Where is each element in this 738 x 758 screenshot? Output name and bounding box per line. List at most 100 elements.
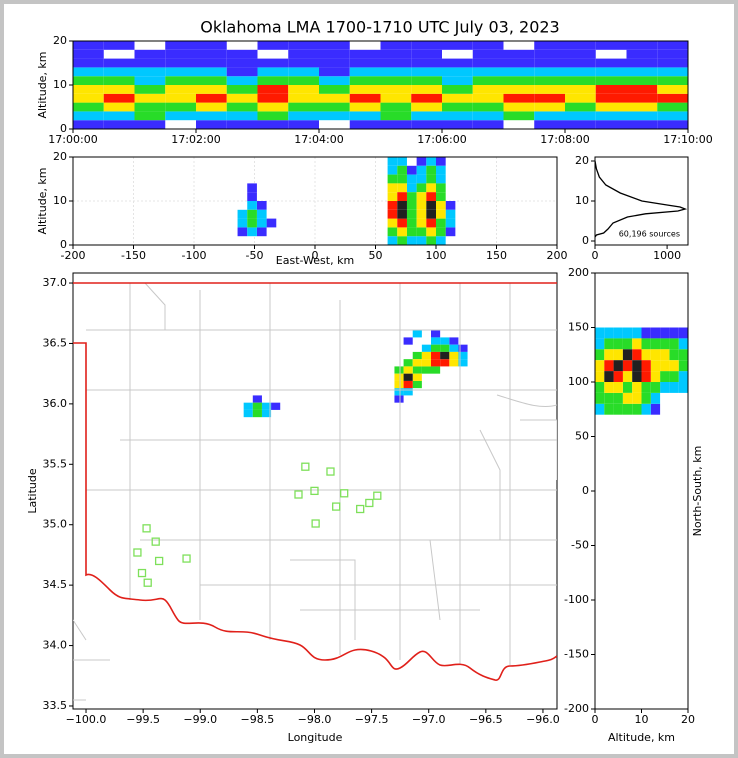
density-cell xyxy=(406,174,417,184)
density-cell xyxy=(73,85,104,94)
density-cell xyxy=(431,344,441,352)
y-tick-label: 20 xyxy=(575,154,589,167)
density-cell xyxy=(472,85,504,94)
density-cell xyxy=(595,382,605,393)
density-cell xyxy=(226,58,258,68)
density-cell xyxy=(288,76,319,85)
density-cell xyxy=(650,403,661,415)
density-cell xyxy=(669,360,679,372)
density-cell xyxy=(380,58,412,68)
density-cell xyxy=(595,360,605,372)
density-cell xyxy=(165,111,196,121)
density-cell xyxy=(503,111,535,121)
density-cell xyxy=(243,409,253,418)
x-tick-label: −100.0 xyxy=(66,713,107,726)
x-tick-label: −96.5 xyxy=(469,713,503,726)
density-cell xyxy=(247,192,257,201)
x-tick-label: 1000 xyxy=(653,249,681,262)
y-tick-label: 35.5 xyxy=(43,457,68,470)
density-cell xyxy=(421,359,432,367)
density-cell xyxy=(660,382,670,393)
density-cell xyxy=(416,174,427,184)
density-cell xyxy=(641,327,651,339)
state-border xyxy=(73,282,557,681)
density-cell xyxy=(134,93,166,103)
density-cell xyxy=(426,227,436,237)
density-cell xyxy=(595,58,627,68)
density-cell xyxy=(426,201,436,210)
density-cell xyxy=(650,382,661,393)
density-cell xyxy=(534,58,565,68)
density-cell xyxy=(503,85,535,94)
y-axis-label: North-South, km xyxy=(691,446,704,537)
station xyxy=(373,491,382,500)
density-cell xyxy=(349,120,381,129)
density-cell xyxy=(411,93,442,103)
density-cell xyxy=(134,49,166,59)
density-cell xyxy=(196,41,227,50)
density-cell xyxy=(632,403,642,415)
density-cell xyxy=(411,67,442,77)
density-cell xyxy=(196,120,227,129)
data-layer xyxy=(243,330,468,418)
density-cell xyxy=(472,120,504,129)
density-cell xyxy=(247,183,257,193)
density-cell xyxy=(565,120,596,129)
density-cell xyxy=(349,85,381,94)
density-cell xyxy=(595,120,627,129)
density-cell xyxy=(626,85,658,94)
x-tick-label: −97.5 xyxy=(355,713,389,726)
density-cell xyxy=(196,111,227,121)
lake-outline xyxy=(496,394,557,408)
density-cell xyxy=(449,337,459,345)
y-axis-label: Altitude, km xyxy=(36,51,49,118)
density-cell xyxy=(247,218,257,228)
density-cell xyxy=(595,338,605,350)
density-cell xyxy=(406,183,417,193)
density-cell xyxy=(657,76,688,85)
density-cell xyxy=(73,120,104,129)
data-layer xyxy=(237,157,456,245)
density-cell xyxy=(380,93,412,103)
density-cell xyxy=(165,85,196,94)
density-cell xyxy=(103,67,135,77)
density-cell xyxy=(406,236,417,245)
density-cell xyxy=(103,41,135,50)
density-cell xyxy=(445,201,456,210)
density-cell xyxy=(626,67,658,77)
station xyxy=(310,486,319,496)
x-tick-label: -50 xyxy=(246,249,264,262)
density-cell xyxy=(604,382,614,393)
density-cell xyxy=(431,337,441,345)
density-cell xyxy=(445,209,456,219)
y-tick-label: 50 xyxy=(575,430,589,443)
density-cell xyxy=(226,102,258,112)
density-cell xyxy=(650,371,661,382)
y-axis-label: Altitude, km xyxy=(36,167,49,234)
density-cell xyxy=(411,102,442,112)
density-cell xyxy=(657,93,688,103)
density-cell xyxy=(319,41,350,50)
x-tick-label: −98.0 xyxy=(298,713,332,726)
density-cell xyxy=(650,360,661,372)
density-cell xyxy=(403,388,413,396)
density-cell xyxy=(604,349,614,361)
density-cell xyxy=(412,330,422,338)
density-cell xyxy=(678,382,688,393)
density-cell xyxy=(436,209,446,219)
density-cell xyxy=(650,327,661,339)
density-cell xyxy=(134,111,166,121)
density-cell xyxy=(394,373,404,381)
density-cell xyxy=(641,403,651,415)
density-cell xyxy=(426,209,436,219)
density-cell xyxy=(641,371,651,382)
density-cell xyxy=(411,76,442,85)
density-cell xyxy=(632,371,642,382)
density-cell xyxy=(421,366,432,374)
density-cell xyxy=(604,327,614,339)
density-cell xyxy=(641,338,651,350)
density-cell xyxy=(660,349,670,361)
density-cell xyxy=(604,403,614,415)
annotation: 60,196 sources xyxy=(619,230,680,239)
density-cell xyxy=(626,120,658,129)
